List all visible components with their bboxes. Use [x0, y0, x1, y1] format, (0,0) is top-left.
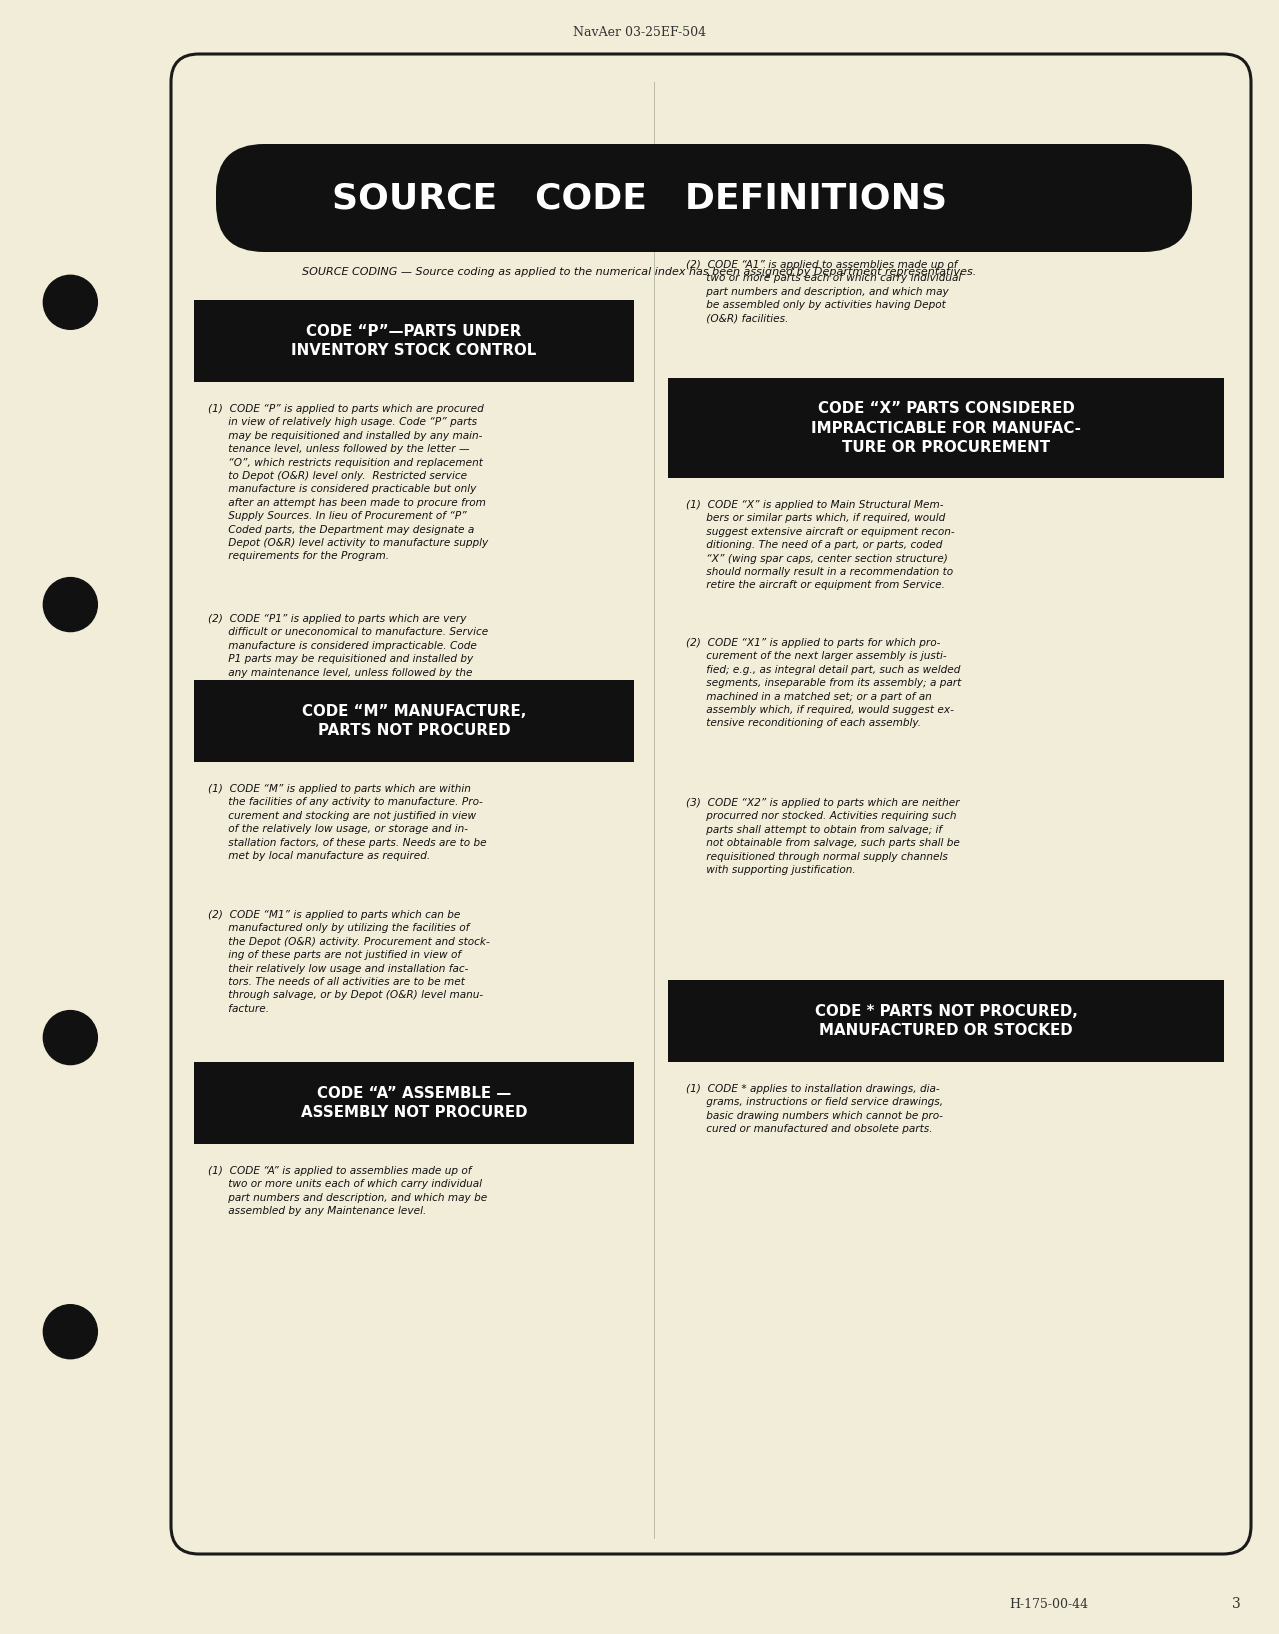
Text: P1 parts may be requisitioned and installed by: P1 parts may be requisitioned and instal…: [208, 654, 473, 663]
Text: part numbers and description, and which may: part numbers and description, and which …: [686, 288, 949, 297]
Text: assembly which, if required, would suggest ex-: assembly which, if required, would sugge…: [686, 704, 954, 716]
Text: manufacture is considered impracticable. Code: manufacture is considered impracticable.…: [208, 641, 477, 650]
Text: curement of the next larger assembly is justi-: curement of the next larger assembly is …: [686, 652, 946, 662]
Text: may be requisitioned and installed by any main-: may be requisitioned and installed by an…: [208, 431, 482, 441]
Text: H-175-00-44: H-175-00-44: [1009, 1598, 1088, 1611]
Text: segments, inseparable from its assembly; a part: segments, inseparable from its assembly;…: [686, 678, 962, 688]
Text: NavAer 03-25EF-504: NavAer 03-25EF-504: [573, 26, 706, 39]
Text: parts shall attempt to obtain from salvage; if: parts shall attempt to obtain from salva…: [686, 825, 943, 835]
Text: placement to Depot (O&R) levelʼ only.: placement to Depot (O&R) levelʼ only.: [208, 694, 428, 704]
Text: “O”, which restricts requisition and replacement: “O”, which restricts requisition and rep…: [208, 458, 483, 467]
Text: the Depot (O&R) activity. Procurement and stock-: the Depot (O&R) activity. Procurement an…: [208, 936, 490, 946]
Text: be assembled only by activities having Depot: be assembled only by activities having D…: [686, 301, 945, 310]
Text: cured or manufactured and obsolete parts.: cured or manufactured and obsolete parts…: [686, 1124, 932, 1134]
Text: their relatively low usage and installation fac-: their relatively low usage and installat…: [208, 964, 468, 974]
Text: (2)  CODE “M1” is applied to parts which can be: (2) CODE “M1” is applied to parts which …: [208, 910, 460, 920]
Circle shape: [43, 577, 97, 632]
Text: after an attempt has been made to procure from: after an attempt has been made to procur…: [208, 498, 486, 508]
Text: SOURCE CODING — Source coding as applied to the numerical index has been assigne: SOURCE CODING — Source coding as applied…: [302, 266, 977, 278]
Text: not obtainable from salvage, such parts shall be: not obtainable from salvage, such parts …: [686, 838, 959, 848]
Text: (1)  CODE “A” is applied to assemblies made up of: (1) CODE “A” is applied to assemblies ma…: [208, 1167, 472, 1176]
Text: Coded parts, the Department may designate a: Coded parts, the Department may designat…: [208, 525, 475, 534]
Text: Depot (O&R) level activity to manufacture supply: Depot (O&R) level activity to manufactur…: [208, 538, 489, 547]
Text: any maintenance level, unless followed by the: any maintenance level, unless followed b…: [208, 668, 472, 678]
Text: Supply Sources. In lieu of Procurement of “P”: Supply Sources. In lieu of Procurement o…: [208, 511, 467, 521]
FancyBboxPatch shape: [216, 144, 1192, 252]
Text: should normally result in a recommendation to: should normally result in a recommendati…: [686, 567, 953, 577]
Text: basic drawing numbers which cannot be pro-: basic drawing numbers which cannot be pr…: [686, 1111, 943, 1121]
Text: CODE “A” ASSEMBLE —
ASSEMBLY NOT PROCURED: CODE “A” ASSEMBLE — ASSEMBLY NOT PROCURE…: [301, 1085, 527, 1121]
FancyBboxPatch shape: [668, 980, 1224, 1062]
Text: fied; e.g., as integral detail part, such as welded: fied; e.g., as integral detail part, suc…: [686, 665, 961, 675]
Text: bers or similar parts which, if required, would: bers or similar parts which, if required…: [686, 513, 945, 523]
Text: in view of relatively high usage. Code “P” parts: in view of relatively high usage. Code “…: [208, 417, 477, 428]
Text: machined in a matched set; or a part of an: machined in a matched set; or a part of …: [686, 691, 931, 701]
Circle shape: [43, 1010, 97, 1065]
Text: (3)  CODE “X2” is applied to parts which are neither: (3) CODE “X2” is applied to parts which …: [686, 797, 959, 807]
FancyBboxPatch shape: [194, 301, 634, 382]
Text: of the relatively low usage, or storage and in-: of the relatively low usage, or storage …: [208, 824, 468, 835]
Text: with supporting justification.: with supporting justification.: [686, 864, 856, 874]
FancyBboxPatch shape: [194, 1062, 634, 1144]
Text: facture.: facture.: [208, 1003, 269, 1013]
Text: retire the aircraft or equipment from Service.: retire the aircraft or equipment from Se…: [686, 580, 945, 590]
Text: two or more units each of which carry individual: two or more units each of which carry in…: [208, 1180, 482, 1190]
Text: ing of these parts are not justified in view of: ing of these parts are not justified in …: [208, 951, 462, 961]
Circle shape: [43, 1304, 97, 1359]
Text: requirements for the Program.: requirements for the Program.: [208, 551, 389, 562]
Text: tors. The needs of all activities are to be met: tors. The needs of all activities are to…: [208, 977, 464, 987]
Text: letter —“O” which restricts requisition and re-: letter —“O” which restricts requisition …: [208, 681, 469, 691]
Text: suggest extensive aircraft or equipment recon-: suggest extensive aircraft or equipment …: [686, 526, 954, 538]
Text: part numbers and description, and which may be: part numbers and description, and which …: [208, 1193, 487, 1203]
Text: (1)  CODE * applies to installation drawings, dia-: (1) CODE * applies to installation drawi…: [686, 1083, 940, 1095]
Text: (2)  CODE “X1” is applied to parts for which pro-: (2) CODE “X1” is applied to parts for wh…: [686, 637, 940, 649]
FancyBboxPatch shape: [194, 680, 634, 761]
Text: CODE * PARTS NOT PROCURED,
MANUFACTURED OR STOCKED: CODE * PARTS NOT PROCURED, MANUFACTURED …: [815, 1003, 1077, 1038]
Text: tensive reconditioning of each assembly.: tensive reconditioning of each assembly.: [686, 719, 921, 729]
Text: CODE “M” MANUFACTURE,
PARTS NOT PROCURED: CODE “M” MANUFACTURE, PARTS NOT PROCURED: [302, 704, 526, 739]
Text: (2)  CODE “A1” is applied to assemblies made up of: (2) CODE “A1” is applied to assemblies m…: [686, 260, 958, 270]
Text: procurred nor stocked. Activities requiring such: procurred nor stocked. Activities requir…: [686, 812, 957, 822]
Text: CODE “X” PARTS CONSIDERED
IMPRACTICABLE FOR MANUFAC-
TURE OR PROCUREMENT: CODE “X” PARTS CONSIDERED IMPRACTICABLE …: [811, 400, 1081, 454]
Text: assembled by any Maintenance level.: assembled by any Maintenance level.: [208, 1206, 426, 1216]
Text: (O&R) facilities.: (O&R) facilities.: [686, 314, 788, 324]
Text: SOURCE   CODE   DEFINITIONS: SOURCE CODE DEFINITIONS: [333, 181, 946, 216]
Text: curement and stocking are not justified in view: curement and stocking are not justified …: [208, 810, 476, 820]
Text: (1)  CODE “P” is applied to parts which are procured: (1) CODE “P” is applied to parts which a…: [208, 404, 483, 413]
Text: difficult or uneconomical to manufacture. Service: difficult or uneconomical to manufacture…: [208, 627, 489, 637]
Text: two or more parts each of which carry individual: two or more parts each of which carry in…: [686, 273, 962, 283]
Text: “X” (wing spar caps, center section structure): “X” (wing spar caps, center section stru…: [686, 554, 948, 564]
Circle shape: [43, 275, 97, 330]
Text: (1)  CODE “X” is applied to Main Structural Mem-: (1) CODE “X” is applied to Main Structur…: [686, 500, 944, 510]
FancyBboxPatch shape: [668, 377, 1224, 479]
Text: 3: 3: [1232, 1596, 1241, 1611]
Text: (2)  CODE “P1” is applied to parts which are very: (2) CODE “P1” is applied to parts which …: [208, 614, 467, 624]
Text: stallation factors, of these parts. Needs are to be: stallation factors, of these parts. Need…: [208, 838, 486, 848]
Text: met by local manufacture as required.: met by local manufacture as required.: [208, 851, 430, 861]
Text: manufactured only by utilizing the facilities of: manufactured only by utilizing the facil…: [208, 923, 469, 933]
Text: tenance level, unless followed by the letter —: tenance level, unless followed by the le…: [208, 444, 469, 454]
Text: CODE “P”—PARTS UNDER
INVENTORY STOCK CONTROL: CODE “P”—PARTS UNDER INVENTORY STOCK CON…: [292, 324, 537, 358]
Text: ditioning. The need of a part, or parts, coded: ditioning. The need of a part, or parts,…: [686, 541, 943, 551]
Text: (1)  CODE “M” is applied to parts which are within: (1) CODE “M” is applied to parts which a…: [208, 784, 471, 794]
Text: to Depot (O&R) level only.  Restricted service: to Depot (O&R) level only. Restricted se…: [208, 471, 467, 480]
Text: through salvage, or by Depot (O&R) level manu-: through salvage, or by Depot (O&R) level…: [208, 990, 483, 1000]
Text: grams, instructions or field service drawings,: grams, instructions or field service dra…: [686, 1098, 943, 1108]
Text: requisitioned through normal supply channels: requisitioned through normal supply chan…: [686, 851, 948, 861]
Text: the facilities of any activity to manufacture. Pro-: the facilities of any activity to manufa…: [208, 797, 482, 807]
Text: manufacture is considered practicable but only: manufacture is considered practicable bu…: [208, 484, 476, 495]
